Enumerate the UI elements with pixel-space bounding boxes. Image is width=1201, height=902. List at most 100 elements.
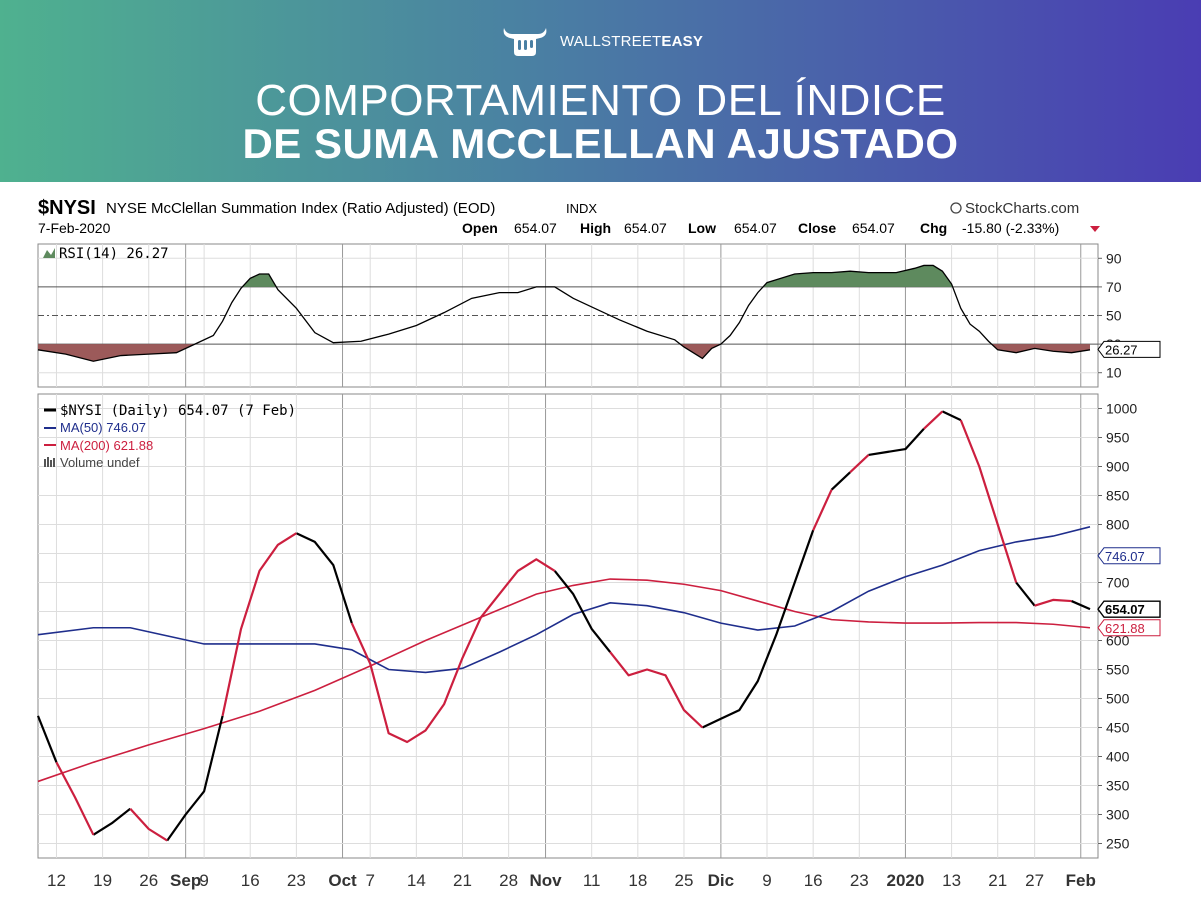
nysi-down-segment-0 [55,761,95,836]
nysi-up-segment-7 [868,428,925,456]
x-tick-label: 26 [139,871,158,890]
chart-exchange: INDX [566,201,597,216]
nysi-up-segment-3 [295,532,353,624]
ma50-line [37,526,1091,674]
high-value: 654.07 [624,220,667,236]
chg-down-arrow-icon [1090,226,1100,232]
price-tick-label: 250 [1106,836,1130,852]
chart-source: StockCharts.com [965,200,1079,217]
x-tick-label: 16 [241,871,260,890]
close-label: Close [798,220,836,236]
ma200-badge-text: 621.88 [1105,621,1145,636]
price-tick-label: 300 [1106,807,1130,823]
rsi-tick-label: 90 [1106,250,1122,266]
price-tick-label: 550 [1106,662,1130,678]
x-tick-label: Dic [708,871,734,890]
nysi-up-segment-6 [830,471,851,491]
x-tick-label: 2020 [887,871,925,890]
price-tick-label: 350 [1106,778,1130,794]
x-tick-label: Nov [529,871,562,890]
rsi-tick-label: 10 [1106,365,1122,381]
chg-label: Chg [920,220,947,236]
nysi-value-badge: 654.07 [1097,600,1161,618]
ma50-value-badge: 746.07 [1097,547,1161,565]
rsi-value-badge: 26.27 [1097,340,1161,358]
nysi-down-segment-9 [1034,598,1072,607]
nysi-down-segment-7 [923,410,944,430]
open-value: 654.07 [514,220,557,236]
brand-prefix: WALLSTREET [559,32,662,50]
x-tick-label: Oct [328,871,357,890]
nysi-down-segment-5 [812,489,833,531]
ma200-line [37,578,1091,783]
price-tick-label: 1000 [1106,401,1137,417]
ma50-legend-label: MA(50) 746.07 [60,420,146,435]
rsi-grid [38,244,1098,387]
rsi-legend-label: RSI(14) 26.27 [59,246,169,262]
nysi-up-segment-5 [701,529,815,729]
price-tick-label: 850 [1106,488,1130,504]
mcclellan-chart: $NYSI NYSE McClellan Summation Index (Ra… [36,197,1161,890]
x-tick-label: Feb [1066,871,1096,890]
nysi-legend-label: $NYSI (Daily) 654.07 (7 Feb) [60,403,296,419]
chart-name: NYSE McClellan Summation Index (Ratio Ad… [106,200,495,217]
x-tick-label: Sep [170,871,201,890]
nysi-up-segment-0 [36,715,58,763]
nysi-down-segment-8 [959,419,1018,583]
ma200-value-badge: 621.88 [1097,619,1161,637]
price-tick-label: 450 [1106,720,1130,736]
price-tick-label: 950 [1106,430,1130,446]
price-grid [38,394,1098,858]
rsi-fills [38,265,1090,362]
price-tick-label: 700 [1106,575,1130,591]
nysi-up-segment-8 [941,410,962,422]
rsi-lines [37,264,1091,362]
rsi-line [37,264,1091,362]
rsi-oversold-fill [38,344,1090,362]
volume-legend-icon [44,457,55,467]
page-title-line1: COMPORTAMIENTO DEL ÍNDICE [255,76,946,125]
nysi-up-segment-1 [92,807,131,836]
bull-hand-logo-icon [503,28,547,56]
nysi-down-segment-1 [129,807,168,842]
nysi-up-segment-9 [1015,581,1036,607]
close-value: 654.07 [852,220,895,236]
nysi-badge-text: 654.07 [1105,602,1145,617]
source-credit: StockCharts.com [950,200,1079,217]
rsi-tick-label: 70 [1106,279,1122,295]
x-tick-label: 19 [93,871,112,890]
price-lines [36,410,1091,842]
price-tick-label: 400 [1106,749,1130,765]
x-tick-label: 25 [675,871,694,890]
x-tick-label: 14 [407,871,426,890]
brand-name: WALLSTREETEASY [560,33,703,50]
nysi-down-segment-2 [221,532,297,717]
rsi-legend: RSI(14) 26.27 [43,246,169,262]
x-tick-label: 11 [583,871,601,890]
open-label: Open [462,220,498,236]
ma50-badge-text: 746.07 [1105,549,1145,564]
x-tick-label: 9 [762,871,771,890]
nysi-up-segment-10 [1071,600,1091,611]
nysi-down-segment-6 [849,454,870,474]
rsi-tick-label: 50 [1106,308,1122,324]
x-tick-label: 7 [365,871,374,890]
x-tick-label: 13 [942,871,961,890]
x-tick-label: 12 [47,871,66,890]
price-tick-label: 500 [1106,691,1130,707]
nysi-down-segment-4 [609,651,704,729]
x-tick-label: 27 [1025,871,1044,890]
x-tick-label: 21 [453,871,472,890]
x-tick-label: 23 [287,871,306,890]
rsi-overbought-fill [242,265,953,287]
x-tick-label: 21 [988,871,1007,890]
nysi-up-segment-4 [553,570,612,653]
low-label: Low [688,220,716,236]
x-tick-label: 9 [199,871,208,890]
price-tick-label: 600 [1106,633,1130,649]
nysi-down-segment-3 [350,558,556,744]
brand-bold: EASY [661,32,704,50]
price-panel [37,393,1099,859]
price-tick-label: 900 [1106,459,1130,475]
x-tick-label: 16 [804,871,823,890]
